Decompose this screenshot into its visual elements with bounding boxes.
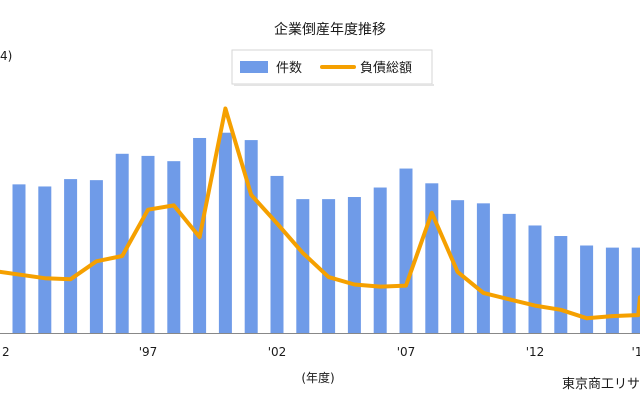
x-tick-label: '07 xyxy=(397,345,416,359)
bar-1998 xyxy=(167,161,181,333)
legend-swatch-bar xyxy=(240,61,268,73)
bar-2013 xyxy=(554,236,568,333)
bar-2008 xyxy=(425,183,439,333)
source-label: 東京商工リサ xyxy=(562,376,640,392)
x-axis-label: (年度) xyxy=(301,370,334,385)
bar-1996 xyxy=(115,153,129,333)
bar-2011 xyxy=(502,213,516,333)
bar-1995 xyxy=(89,180,103,333)
x-tick-label: 2 xyxy=(2,345,10,359)
bar-1993 xyxy=(38,186,52,333)
bars-layer xyxy=(12,132,640,333)
bar-2006 xyxy=(373,187,387,333)
bar-2002 xyxy=(270,175,284,333)
chart-title: 企業倒産年度推移 xyxy=(274,21,386,38)
unit-label: 4) xyxy=(0,49,12,63)
bar-2003 xyxy=(296,199,310,333)
bar-1997 xyxy=(141,155,155,333)
labels-layer: 2 '97 '02 '07 '12 '1 (年度) 4) 東京商工リサ 企業倒産年度推移 xyxy=(0,21,640,392)
x-tick-label: '97 xyxy=(139,345,158,359)
bar-2012 xyxy=(528,225,542,333)
legend-shadow xyxy=(234,84,434,86)
bar-2001 xyxy=(244,140,258,333)
x-tick-label: '1 xyxy=(632,345,640,359)
bar-2009 xyxy=(451,200,465,333)
line-layer xyxy=(0,106,640,321)
legend-label-bar: 件数 xyxy=(276,61,302,76)
bar-2016 xyxy=(631,247,640,333)
x-tick-label: '02 xyxy=(268,345,287,359)
bar-partial-edge xyxy=(637,249,640,333)
legend-label-line: 負債総額 xyxy=(360,61,412,76)
bar-2015 xyxy=(605,247,619,333)
bar-2007 xyxy=(399,168,413,333)
bar-1992 xyxy=(12,184,26,333)
bar-2014 xyxy=(580,245,594,333)
line-負債総額 xyxy=(0,106,640,321)
bar-2004 xyxy=(322,199,336,333)
bar-2005 xyxy=(347,197,361,333)
bar-1994 xyxy=(64,179,78,333)
legend: 件数 負債総額 xyxy=(231,49,434,86)
bar-2000 xyxy=(218,132,232,333)
bar-2010 xyxy=(476,203,490,333)
x-tick-label: '12 xyxy=(526,345,545,359)
